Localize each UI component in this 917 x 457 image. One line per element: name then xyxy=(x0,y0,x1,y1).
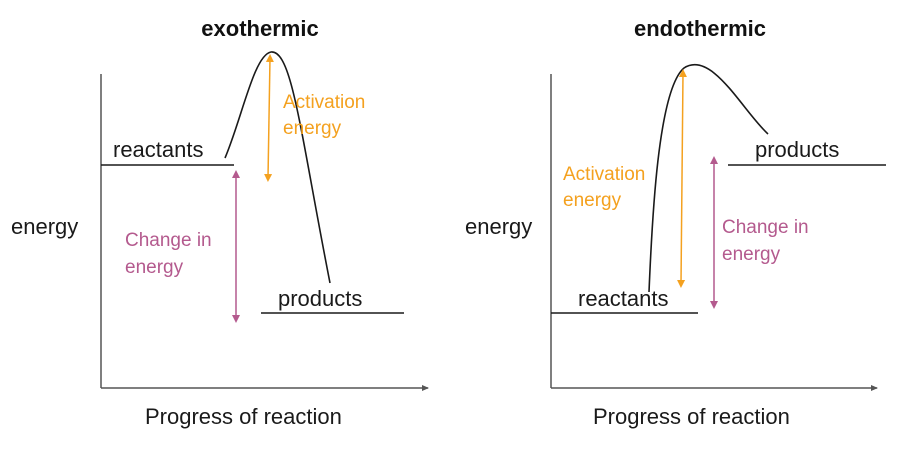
exothermic-change-label-2: energy xyxy=(125,257,184,278)
endothermic-x-label: Progress of reaction xyxy=(593,404,790,429)
endothermic-change-label-2: energy xyxy=(722,244,781,265)
endothermic-products-label: products xyxy=(755,137,839,162)
exothermic-title: exothermic xyxy=(201,16,318,41)
endothermic-activation-label-2: energy xyxy=(563,190,622,211)
endothermic-title: endothermic xyxy=(634,16,766,41)
endothermic-activation-arrow xyxy=(677,69,687,288)
exothermic-y-label: energy xyxy=(11,214,78,239)
exothermic-products-label: products xyxy=(278,286,362,311)
exothermic-activation-label-2: energy xyxy=(283,118,342,139)
endothermic-activation-label-1: Activation xyxy=(563,164,645,185)
exothermic-reactants-label: reactants xyxy=(113,137,204,162)
exothermic-activation-arrow xyxy=(264,54,274,182)
endothermic-y-label: energy xyxy=(465,214,532,239)
exothermic-reaction-curve xyxy=(224,51,331,284)
exothermic-activation-label-1: Activation xyxy=(283,92,365,113)
endothermic-reactants-label: reactants xyxy=(578,286,669,311)
exothermic-x-label: Progress of reaction xyxy=(145,404,342,429)
exothermic-diagram: exothermic energy Progress of reaction r… xyxy=(11,16,429,429)
exothermic-change-label-1: Change in xyxy=(125,230,212,251)
endothermic-diagram: endothermic energy Progress of reaction … xyxy=(465,16,886,429)
endothermic-change-label-1: Change in xyxy=(722,217,809,238)
